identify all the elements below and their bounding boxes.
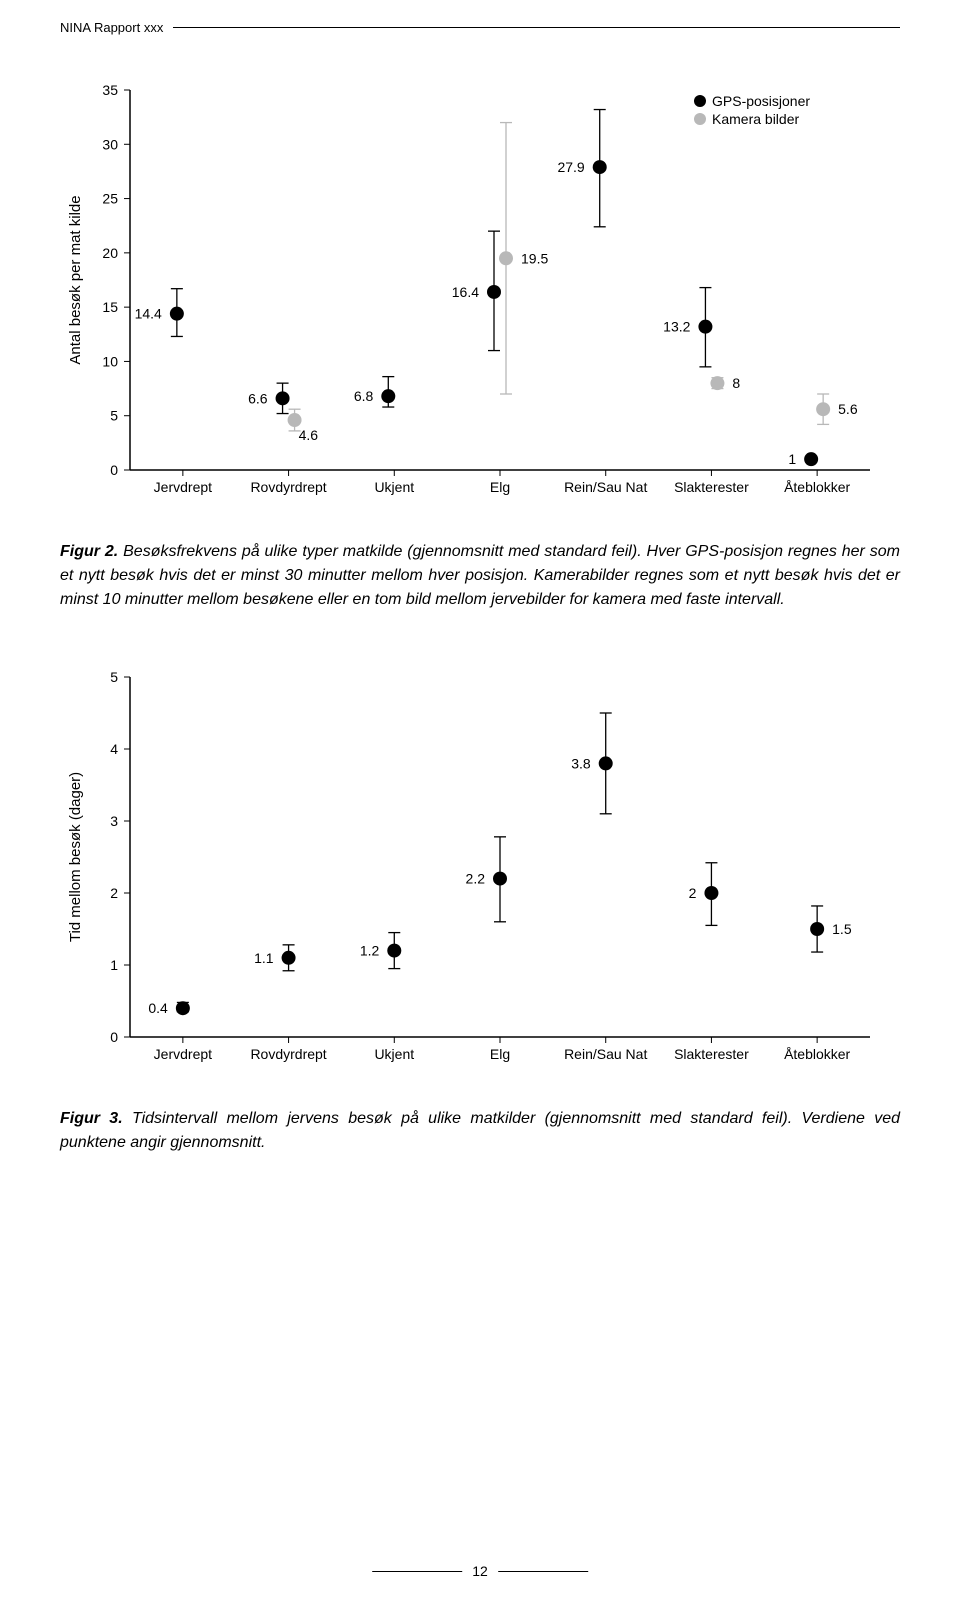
- svg-text:14.4: 14.4: [135, 306, 162, 322]
- svg-text:1: 1: [788, 451, 796, 467]
- page-number-rule-right: [498, 1571, 588, 1572]
- svg-text:8: 8: [732, 375, 740, 391]
- svg-text:6.6: 6.6: [248, 390, 268, 406]
- header-title: NINA Rapport xxx: [60, 20, 163, 35]
- svg-text:Rovdyrdrept: Rovdyrdrept: [250, 1046, 326, 1062]
- svg-text:Slakterester: Slakterester: [674, 479, 749, 495]
- svg-text:Elg: Elg: [490, 479, 510, 495]
- svg-text:3.8: 3.8: [571, 755, 591, 771]
- svg-text:Åteblokker: Åteblokker: [784, 479, 850, 495]
- page-header: NINA Rapport xxx: [60, 20, 900, 35]
- svg-text:13.2: 13.2: [663, 319, 690, 335]
- svg-text:Rein/Sau Nat: Rein/Sau Nat: [564, 1046, 647, 1062]
- caption-prefix: Figur 3.: [60, 1110, 123, 1127]
- header-rule: [173, 27, 900, 28]
- svg-text:Ukjent: Ukjent: [374, 1046, 414, 1062]
- svg-text:3: 3: [110, 813, 118, 829]
- svg-text:GPS-posisjoner: GPS-posisjoner: [712, 93, 810, 109]
- svg-text:5: 5: [110, 408, 118, 424]
- svg-text:Jervdrept: Jervdrept: [154, 1046, 212, 1062]
- svg-text:1.1: 1.1: [254, 950, 274, 966]
- svg-text:30: 30: [102, 136, 118, 152]
- svg-text:0.4: 0.4: [148, 1000, 168, 1016]
- svg-text:35: 35: [102, 82, 118, 98]
- svg-text:0: 0: [110, 1029, 118, 1045]
- figure-3-caption: Figur 3. Tidsintervall mellom jervens be…: [60, 1107, 900, 1155]
- svg-text:4: 4: [110, 741, 118, 757]
- svg-text:0: 0: [110, 462, 118, 478]
- svg-text:2: 2: [689, 885, 697, 901]
- svg-text:6.8: 6.8: [354, 388, 374, 404]
- svg-text:Rovdyrdrept: Rovdyrdrept: [250, 479, 326, 495]
- svg-text:Kamera bilder: Kamera bilder: [712, 111, 799, 127]
- svg-text:Jervdrept: Jervdrept: [154, 479, 212, 495]
- svg-text:1.5: 1.5: [832, 921, 852, 937]
- page-number-container: 12: [372, 1563, 588, 1579]
- page-number: 12: [472, 1563, 488, 1579]
- svg-text:Tid mellom besøk (dager): Tid mellom besøk (dager): [67, 772, 84, 942]
- figure-2-chart: 0 5 10 15 20 25 30 35 Jervdrept Rovdyrdrept Ukjent…: [60, 75, 900, 520]
- svg-text:Ukjent: Ukjent: [374, 479, 414, 495]
- svg-text:10: 10: [102, 353, 118, 369]
- svg-text:2: 2: [110, 885, 118, 901]
- svg-text:Åteblokker: Åteblokker: [784, 1046, 850, 1062]
- caption-text: Tidsintervall mellom jervens besøk på ul…: [60, 1110, 900, 1151]
- svg-text:5.6: 5.6: [838, 401, 858, 417]
- svg-text:19.5: 19.5: [521, 250, 548, 266]
- caption-text: Besøksfrekvens på ulike typer matkilde (…: [60, 543, 900, 608]
- svg-text:15: 15: [102, 299, 118, 315]
- svg-text:1.2: 1.2: [360, 943, 380, 959]
- svg-text:Elg: Elg: [490, 1046, 510, 1062]
- svg-text:Rein/Sau Nat: Rein/Sau Nat: [564, 479, 647, 495]
- svg-text:1: 1: [110, 957, 118, 973]
- svg-text:27.9: 27.9: [557, 159, 584, 175]
- page-number-rule-left: [372, 1571, 462, 1572]
- svg-text:20: 20: [102, 245, 118, 261]
- svg-text:5: 5: [110, 669, 118, 685]
- figure-2-caption: Figur 2. Besøksfrekvens på ulike typer m…: [60, 540, 900, 612]
- svg-text:Slakterester: Slakterester: [674, 1046, 749, 1062]
- svg-text:Antal besøk per mat kilde: Antal besøk per mat kilde: [67, 195, 84, 364]
- svg-text:4.6: 4.6: [299, 427, 319, 443]
- svg-text:25: 25: [102, 191, 118, 207]
- svg-text:2.2: 2.2: [466, 871, 486, 887]
- svg-text:16.4: 16.4: [452, 284, 479, 300]
- figure-3-chart: 0 1 2 3 4 5 Jervdrept Rovdyrdrept Ukjent Elg Rein/…: [60, 662, 900, 1087]
- caption-prefix: Figur 2.: [60, 543, 118, 560]
